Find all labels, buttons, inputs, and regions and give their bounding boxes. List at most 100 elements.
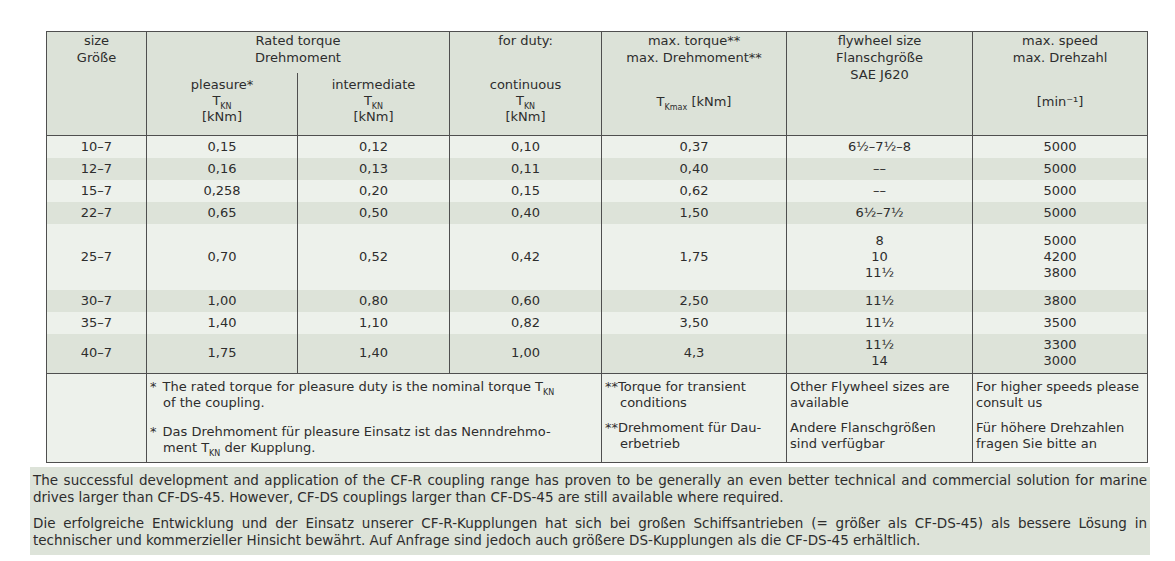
header-max-speed-unit: [min⁻¹] <box>973 93 1147 110</box>
cell-max-torque: 1,50 <box>602 202 787 224</box>
table-row: 25–7 0,70 0,52 0,42 1,75 8 10 11½ 5000 4… <box>47 224 1148 290</box>
cell-continuous: 0,15 <box>450 180 602 202</box>
cell-size: 30–7 <box>47 290 147 312</box>
header-flywheel-sae: SAE J620 <box>787 66 972 83</box>
header-intermediate-symbol: TKN <box>298 93 449 109</box>
header-rated-torque-en: Rated torque <box>147 32 449 49</box>
footnote-star-cell: *The rated torque for pleasure duty is t… <box>147 374 602 463</box>
cell-flywheel: 6½–7½ <box>787 202 973 224</box>
footnote-double-star-de: **Drehmoment für Dau- erbetrieb <box>605 420 784 452</box>
cell-pleasure: 1,40 <box>147 312 298 334</box>
bottom-note: The successful development and applicati… <box>30 467 1150 555</box>
cell-pleasure: 0,258 <box>147 180 298 202</box>
header-continuous-unit: [kNm] <box>450 109 601 125</box>
header-pleasure-label: pleasure* <box>147 77 297 93</box>
footnote-flywheel-en: Other Flywheel sizes are available <box>790 379 970 411</box>
footnote-empty-cell <box>47 374 147 463</box>
cell-intermediate: 0,50 <box>298 202 450 224</box>
tkn-symbol: TKN <box>535 379 554 394</box>
header-for-duty: for duty: <box>450 32 602 73</box>
cell-intermediate: 0,12 <box>298 136 450 158</box>
cell-continuous: 0,40 <box>450 202 602 224</box>
table-row: 10–7 0,15 0,12 0,10 0,37 6½–7½–8 5000 <box>47 136 1148 158</box>
cell-continuous: 0,11 <box>450 158 602 180</box>
header-rated-torque: Rated torque Drehmoment <box>147 32 450 73</box>
table-row: 30–7 1,00 0,80 0,60 2,50 11½ 3800 <box>47 290 1148 312</box>
note-paragraph-en: The successful development and applicati… <box>33 472 1147 505</box>
cell-max-torque: 0,62 <box>602 180 787 202</box>
header-for-duty-label: for duty: <box>450 32 601 49</box>
table-header: size Größe Rated torque Drehmoment for d… <box>47 32 1148 136</box>
note-paragraph-de: Die erfolgreiche Entwicklung und der Ein… <box>33 515 1147 548</box>
cell-flywheel: 11½ <box>787 312 973 334</box>
header-max-torque-de: max. Drehmoment** <box>602 49 786 66</box>
cell-size: 12–7 <box>47 158 147 180</box>
header-size-en: size <box>47 32 146 49</box>
header-flywheel-en: flywheel size <box>787 32 972 49</box>
header-size-de: Größe <box>47 49 146 66</box>
cell-max-torque: 1,75 <box>602 224 787 290</box>
cell-continuous: 0,60 <box>450 290 602 312</box>
footnote-speed-de: Für höhere Drehzahlen fragen Sie bitte a… <box>976 420 1145 452</box>
table-row: 22–7 0,65 0,50 0,40 1,50 6½–7½ 5000 <box>47 202 1148 224</box>
header-rated-torque-de: Drehmoment <box>147 49 449 66</box>
cell-max-torque: 3,50 <box>602 312 787 334</box>
cell-intermediate: 0,52 <box>298 224 450 290</box>
footnote-speed-cell: For higher speeds please consult us Für … <box>973 374 1148 463</box>
cell-continuous: 1,00 <box>450 334 602 374</box>
cell-max-torque: 0,40 <box>602 158 787 180</box>
cell-continuous: 0,42 <box>450 224 602 290</box>
header-max-speed: max. speed max. Drehzahl [min⁻¹] <box>973 32 1148 136</box>
cell-speed: 5000 <box>973 158 1148 180</box>
footnote-flywheel-cell: Other Flywheel sizes are available Ander… <box>787 374 973 463</box>
cell-size: 25–7 <box>47 224 147 290</box>
cell-size: 40–7 <box>47 334 147 374</box>
header-intermediate: intermediate TKN [kNm] <box>298 73 450 136</box>
cell-size: 10–7 <box>47 136 147 158</box>
cell-speed: 5000 <box>973 180 1148 202</box>
cell-flywheel: –– <box>787 158 973 180</box>
cell-speed: 3800 <box>973 290 1148 312</box>
footnote-speed-en: For higher speeds please consult us <box>976 379 1145 411</box>
cell-max-torque: 2,50 <box>602 290 787 312</box>
cell-continuous: 0,10 <box>450 136 602 158</box>
footnote-max-torque-cell: **Torque for transient conditions **Dreh… <box>602 374 787 463</box>
header-continuous-label: continuous <box>450 77 601 93</box>
footnote-star-de: *Das Drehmoment für pleasure Einsatz ist… <box>150 424 599 456</box>
cell-speed: 3300 3000 <box>973 334 1148 374</box>
table-row: 12–7 0,16 0,13 0,11 0,40 –– 5000 <box>47 158 1148 180</box>
cell-pleasure: 1,00 <box>147 290 298 312</box>
cell-intermediate: 0,20 <box>298 180 450 202</box>
footnote-star-en: *The rated torque for pleasure duty is t… <box>150 379 599 411</box>
table-row: 15–7 0,258 0,20 0,15 0,62 –– 5000 <box>47 180 1148 202</box>
footnote-row: *The rated torque for pleasure duty is t… <box>47 374 1148 463</box>
header-pleasure: pleasure* TKN [kNm] <box>147 73 298 136</box>
table-body: 10–7 0,15 0,12 0,10 0,37 6½–7½–8 5000 12… <box>47 136 1148 463</box>
cell-speed: 5000 <box>973 202 1148 224</box>
cell-intermediate: 0,13 <box>298 158 450 180</box>
header-size: size Größe <box>47 32 147 136</box>
header-intermediate-unit: [kNm] <box>298 109 449 125</box>
header-max-torque-en: max. torque** <box>602 32 786 49</box>
tkn-symbol: TKN <box>201 440 220 455</box>
coupling-spec-table: size Größe Rated torque Drehmoment for d… <box>46 31 1148 463</box>
cell-speed: 5000 4200 3800 <box>973 224 1148 290</box>
footnote-double-star-en: **Torque for transient conditions <box>605 379 784 411</box>
cell-intermediate: 1,40 <box>298 334 450 374</box>
cell-flywheel: –– <box>787 180 973 202</box>
cell-pleasure: 0,70 <box>147 224 298 290</box>
cell-flywheel: 11½ 14 <box>787 334 973 374</box>
footnote-flywheel-de: Andere Flanschgrößen sind verfügbar <box>790 420 970 452</box>
header-pleasure-symbol: TKN <box>147 93 297 109</box>
header-pleasure-unit: [kNm] <box>147 109 297 125</box>
cell-intermediate: 1,10 <box>298 312 450 334</box>
cell-pleasure: 0,65 <box>147 202 298 224</box>
cell-max-torque: 0,37 <box>602 136 787 158</box>
cell-size: 35–7 <box>47 312 147 334</box>
cell-pleasure: 0,15 <box>147 136 298 158</box>
table-row: 35–7 1,40 1,10 0,82 3,50 11½ 3500 <box>47 312 1148 334</box>
cell-speed: 5000 <box>973 136 1148 158</box>
header-max-speed-en: max. speed <box>973 32 1147 49</box>
cell-max-torque: 4,3 <box>602 334 787 374</box>
cell-flywheel: 6½–7½–8 <box>787 136 973 158</box>
